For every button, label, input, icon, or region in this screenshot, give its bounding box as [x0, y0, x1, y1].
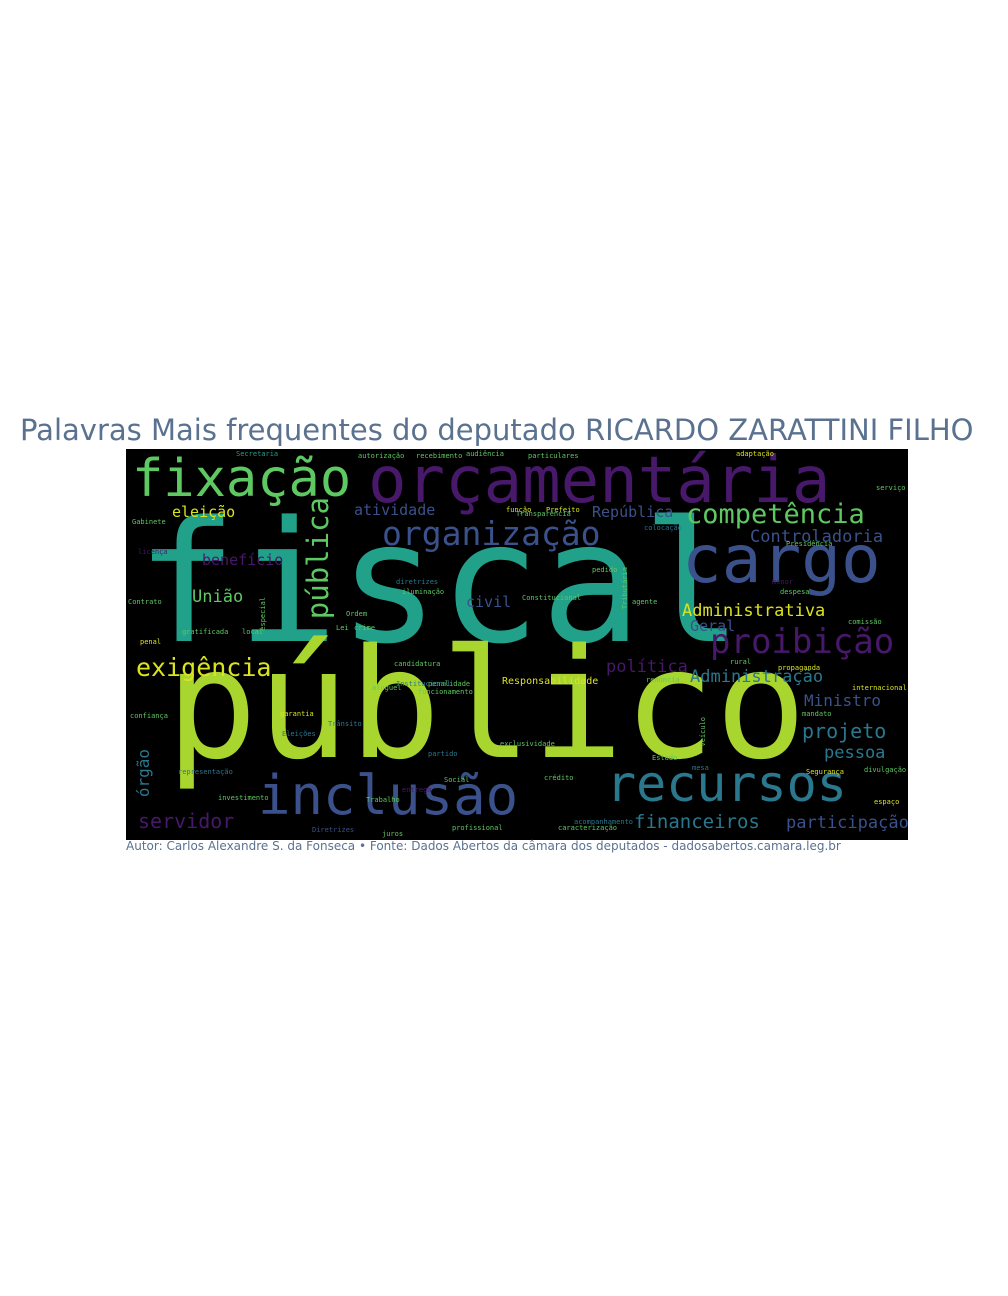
cloud-word: serviço [876, 484, 906, 492]
cloud-word: proibição [710, 622, 895, 662]
cloud-word: internacional [852, 684, 907, 692]
chart-title: Palavras Mais frequentes do deputado RIC… [20, 413, 974, 447]
cloud-word: despesa [780, 588, 810, 596]
cloud-word: adaptação [736, 450, 774, 458]
cloud-word: projeto [802, 719, 887, 743]
cloud-word: particulares [528, 452, 579, 460]
cloud-word: penalidade [428, 680, 471, 688]
cloud-word: Segurança [806, 768, 844, 776]
cloud-word: Ministro [804, 691, 882, 710]
cloud-word: diretrizes [396, 578, 439, 586]
cloud-word: exigência [136, 653, 272, 682]
cloud-word: Diretrizes [312, 826, 355, 834]
cloud-word: local [242, 628, 264, 636]
cloud-word: Trânsito [328, 720, 362, 728]
cloud-word: autorização [358, 452, 405, 460]
cloud-word: Transparência [516, 510, 571, 518]
cloud-word: Geral [690, 617, 736, 635]
cloud-word: União [192, 587, 244, 607]
cloud-word: profissional [452, 824, 503, 832]
cloud-word: acompanhamento [574, 818, 634, 826]
cloud-word: organização [382, 514, 601, 553]
cloud-word: Responsabilidade [502, 676, 599, 687]
cloud-word: candidatura [394, 660, 441, 668]
cloud-word: garantia [280, 710, 314, 718]
cloud-word: servidor [138, 809, 235, 833]
word-cloud: fiscal público orçamentária fixação cargo inc… [126, 449, 908, 840]
cloud-word: Estado [652, 754, 678, 762]
cloud-word: atividade [354, 501, 436, 519]
cloud-word: Eleições [282, 730, 316, 738]
cloud-word: iluminação [402, 588, 445, 596]
cloud-word: Gabinete [132, 518, 166, 526]
cloud-word: entrega [402, 786, 432, 794]
cloud-word: divulgação [864, 766, 907, 774]
cloud-word: Controladoria [750, 527, 884, 547]
cloud-word: financeiros [634, 811, 760, 833]
cloud-word: pública [301, 497, 335, 620]
cloud-word: Prefeito [546, 506, 580, 514]
cloud-word: penal [140, 638, 162, 646]
cloud-word: Institucional [396, 680, 451, 688]
cloud-word: público [166, 616, 807, 793]
cloud-word: crédito [544, 774, 574, 782]
cloud-word: confiança [130, 712, 168, 720]
cloud-word: crime [354, 624, 376, 632]
cloud-word: rural [730, 658, 752, 666]
cloud-word: Administrativa [682, 601, 826, 621]
cloud-word: especial [259, 597, 267, 631]
cloud-word: caracterização [558, 824, 618, 832]
cloud-word: fixação [132, 449, 352, 509]
cloud-word: comissão [848, 618, 882, 626]
cloud-word: menor [772, 578, 794, 586]
cloud-word: órgão [134, 749, 153, 798]
cloud-word: fiscal [136, 485, 743, 681]
cloud-word: benefício [202, 551, 284, 569]
cloud-word: mandato [802, 710, 832, 718]
cloud-word: investimento [218, 794, 269, 802]
cloud-word: Ordem [346, 610, 368, 618]
cloud-word: recebimento [416, 452, 463, 460]
cloud-word: Secretaria [236, 450, 279, 458]
cloud-word: Contrato [128, 598, 162, 606]
cloud-word: Presidência [786, 540, 833, 548]
cloud-word: eleição [172, 503, 236, 521]
cloud-word: Trabalho [366, 796, 400, 804]
cloud-word: política [606, 657, 688, 677]
caption: Autor: Carlos Alexandre S. da Fonseca • … [126, 839, 841, 853]
cloud-word: República [592, 503, 674, 521]
cloud-word: partido [428, 750, 458, 758]
cloud-word: inclusão [258, 764, 519, 827]
cloud-word: pedido [592, 566, 618, 574]
cloud-word: função [506, 506, 532, 514]
cloud-word: renúncia [646, 676, 680, 684]
cloud-word: Tributária [621, 567, 629, 610]
cloud-word: Social [444, 776, 470, 784]
cloud-word: recursos [606, 755, 847, 813]
cloud-word: agente [632, 598, 658, 606]
cloud-word: propaganda [778, 664, 821, 672]
cloud-word: mesa [692, 764, 709, 772]
cloud-word: pessoa [824, 743, 886, 763]
cloud-word: participação [786, 813, 908, 833]
cloud-word: licença [138, 548, 168, 556]
cloud-word: espaço [874, 798, 900, 806]
cloud-word: cargo [682, 521, 881, 598]
cloud-word: Lei [336, 624, 349, 632]
cloud-word: aluguel [372, 684, 402, 692]
cloud-word: veículo [699, 717, 707, 747]
cloud-word: audiência [466, 450, 504, 458]
cloud-word: orçamentária [368, 449, 831, 518]
cloud-word: competência [686, 499, 865, 530]
cloud-word: representação [178, 768, 233, 776]
cloud-word: exclusividade [500, 740, 555, 748]
cloud-word: Administração [690, 667, 824, 687]
cloud-word: civil [466, 593, 512, 611]
cloud-word: Constitucional [522, 594, 582, 602]
cloud-word: gratificada [182, 628, 229, 636]
cloud-word: juros [382, 830, 404, 838]
cloud-word: colocação [644, 524, 682, 532]
cloud-word: funcionamento [418, 688, 473, 696]
